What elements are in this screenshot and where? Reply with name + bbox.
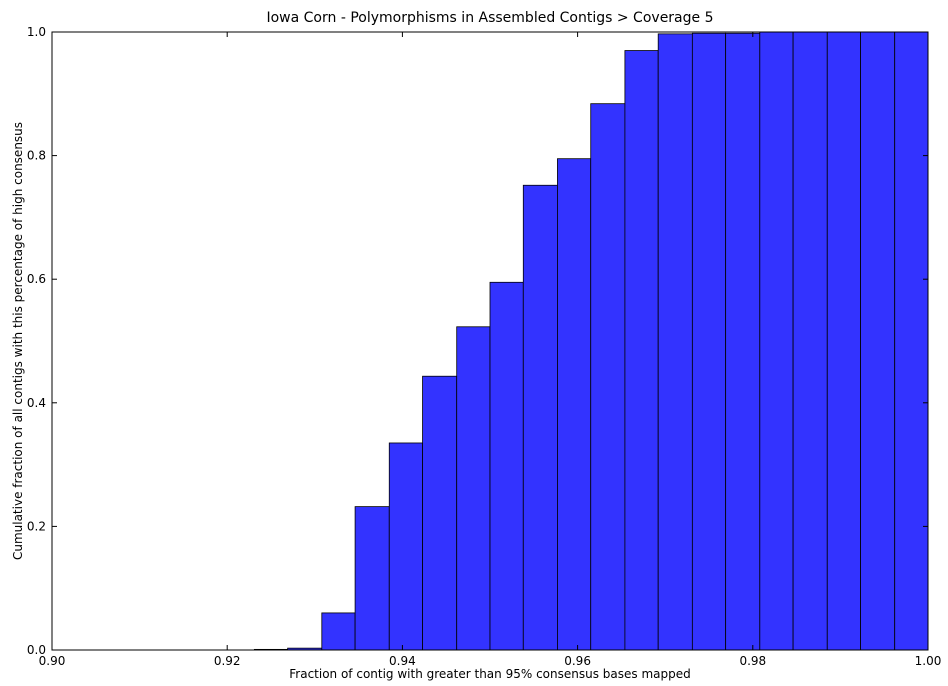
chart-title: Iowa Corn - Polymorphisms in Assembled C…	[266, 10, 713, 26]
histogram-bar	[388, 442, 423, 651]
y-tick-label: 0.4	[27, 396, 46, 410]
histogram-bar	[624, 50, 659, 651]
y-axis-label: Cumulative fraction of all contigs with …	[11, 122, 25, 560]
x-tick-label: 0.96	[564, 654, 591, 668]
y-tick-label: 0.0	[27, 643, 46, 657]
x-tick-label: 1.00	[915, 654, 942, 668]
histogram-bar	[456, 326, 491, 651]
plot-frame	[51, 31, 929, 651]
y-tick-label: 0.8	[27, 149, 46, 163]
histogram-bar	[894, 31, 929, 651]
histogram-bar	[657, 33, 693, 651]
x-tick-label: 0.94	[389, 654, 416, 668]
histogram-bar	[590, 103, 626, 651]
histogram-bar	[792, 31, 828, 651]
histogram-bar	[489, 281, 524, 651]
y-axis-ticks: 0.0 0.2 0.4 0.6 0.8 1.0	[27, 25, 928, 657]
x-axis-label: Fraction of contig with greater than 95%…	[289, 667, 690, 681]
histogram-bar	[354, 506, 390, 651]
histogram-bar	[826, 31, 861, 651]
bars-group	[253, 31, 929, 651]
histogram-bar	[422, 375, 458, 651]
histogram-bar	[860, 31, 896, 651]
histogram-bar	[321, 612, 356, 651]
histogram-bar	[691, 32, 727, 651]
x-tick-label: 0.92	[214, 654, 241, 668]
x-tick-label: 0.90	[39, 654, 66, 668]
histogram-bar	[557, 158, 592, 651]
y-tick-label: 0.2	[27, 519, 46, 533]
histogram-bar	[522, 184, 558, 651]
y-tick-label: 1.0	[27, 25, 46, 39]
y-tick-label: 0.6	[27, 272, 46, 286]
x-axis-ticks: 0.90 0.92 0.94 0.96 0.98 1.00	[39, 32, 942, 668]
x-tick-label: 0.98	[739, 654, 766, 668]
histogram-bar	[759, 31, 794, 651]
histogram-bar	[725, 32, 761, 651]
